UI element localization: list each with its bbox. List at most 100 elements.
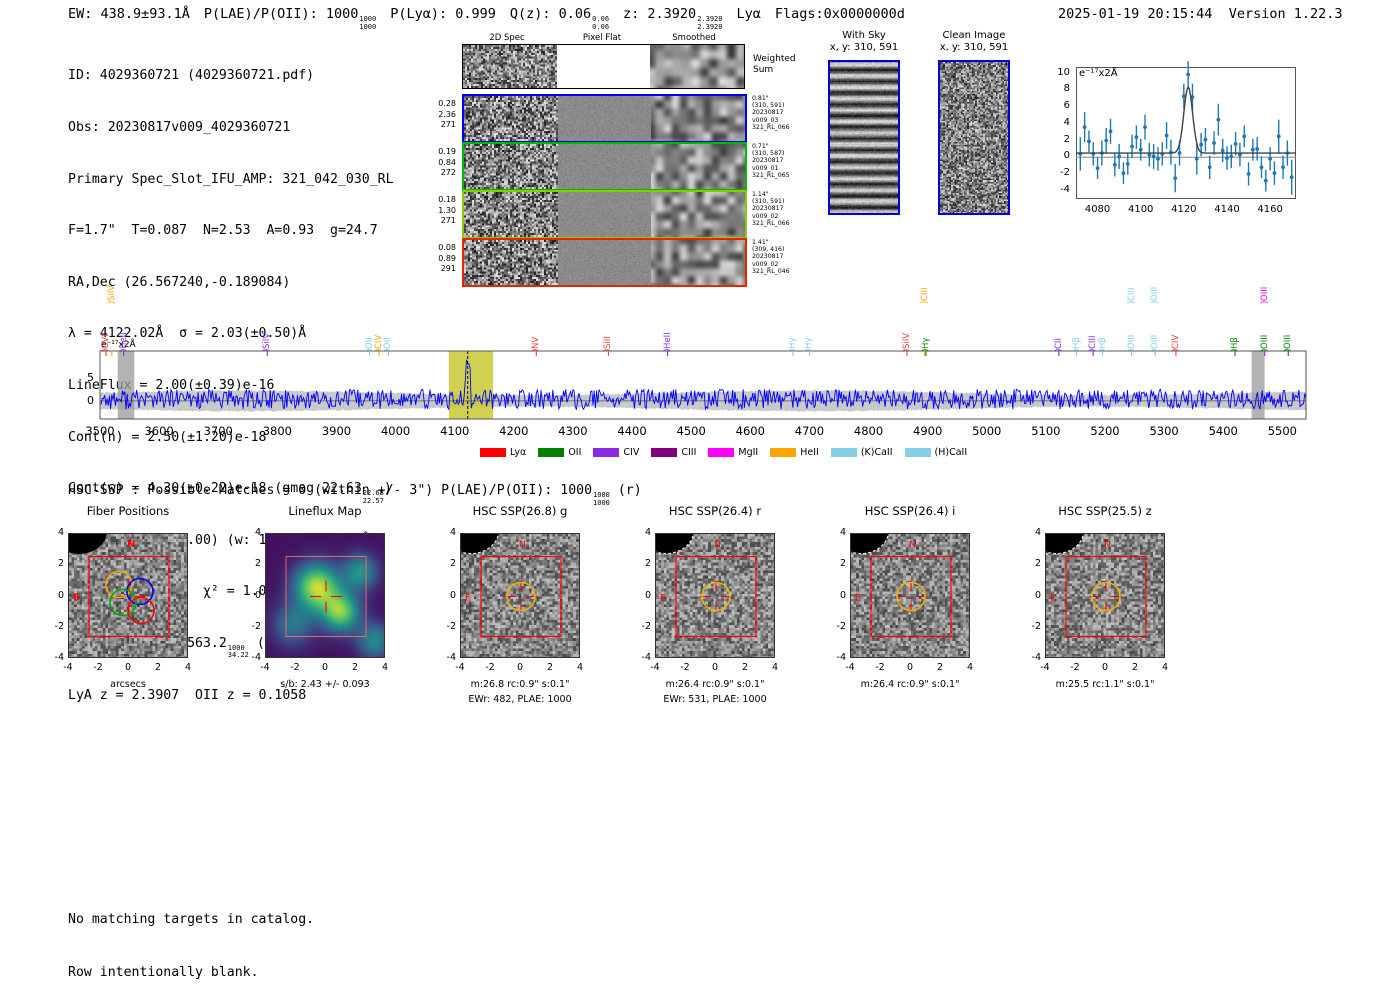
clean-image bbox=[938, 60, 1010, 215]
line-fit-ytick: 0 bbox=[1063, 150, 1070, 162]
svg-text:N: N bbox=[519, 540, 526, 550]
cutout-image-1[interactable] bbox=[265, 533, 385, 658]
hsc-ssp-heading: HSC-SSP : Possible Matches = 0 (within +… bbox=[68, 483, 642, 507]
cutout-xtick: 4 bbox=[1161, 662, 1169, 673]
legend-label: MgII bbox=[738, 447, 759, 458]
info-cont-w: Cont(w) = 4.30(±0.22)e-18 (gmag 22.63 22.… bbox=[68, 481, 392, 505]
legend-swatch bbox=[904, 448, 931, 457]
legend-swatch bbox=[651, 448, 678, 457]
cutout-ytick: -2 bbox=[836, 620, 846, 632]
legend-label: (K)CaII bbox=[860, 447, 893, 458]
weighted-sum-smoothed bbox=[650, 45, 744, 88]
cutout-title-clean-image: Clean Image x, y: 310, 591 bbox=[908, 30, 1040, 54]
line-fit-plot-area bbox=[1076, 67, 1296, 199]
spectrum-line-marker-paren-26: ) bbox=[1259, 300, 1270, 304]
cutout-ytick: 0 bbox=[644, 589, 651, 601]
cutout-ytick: 0 bbox=[254, 589, 261, 601]
spectrum-line-marker-paren-9: ) bbox=[662, 348, 673, 352]
legend-entry-mgii: MgII bbox=[708, 447, 758, 458]
legend-entry-civ: CIV bbox=[593, 447, 639, 458]
spectrum-line-marker-paren-3: ) bbox=[262, 348, 273, 352]
line-fit-ytick: 8 bbox=[1063, 83, 1070, 95]
cutout-ytick: -4 bbox=[1031, 652, 1041, 663]
header-qz: Q(z): 0.06 0.06 0.06 bbox=[509, 6, 610, 31]
cutout-xtick: -2 bbox=[290, 662, 300, 673]
legend-entry-oii: OII bbox=[538, 447, 581, 458]
cutout-row: Fiber Positions N E 4 2 0 -2 -4 -4 -2 0 2 4 arcsecs Li… bbox=[0, 505, 1400, 745]
cutout-caption-primary-0: arcsecs bbox=[110, 679, 146, 690]
spectrum-xtick: 3900 bbox=[321, 424, 352, 438]
line-fit-xtick: 4100 bbox=[1127, 204, 1154, 215]
cutout-ytick: -4 bbox=[641, 652, 651, 663]
cutout-ytick: -2 bbox=[54, 620, 64, 632]
spectrum-xtick: 5000 bbox=[972, 424, 1002, 438]
cutout-coords-text: x, y: 310, 591 bbox=[829, 42, 899, 53]
legend-label: CIV bbox=[623, 447, 640, 458]
spectrum-ytick: 0 bbox=[87, 393, 94, 407]
pixel-flat-image-2 bbox=[558, 192, 651, 237]
cutout-xtick: 0 bbox=[906, 662, 914, 673]
header-version: Version 1.22.3 bbox=[1228, 6, 1343, 22]
info-primary-spec-slot: Primary Spec_Slot_IFU_AMP: 321_042_030_R… bbox=[68, 171, 394, 187]
spec2d-row-0 bbox=[462, 94, 747, 143]
cutout-ytick: 2 bbox=[254, 558, 261, 570]
cutout-ytick: 2 bbox=[449, 558, 456, 570]
cutout-xtick: -4 bbox=[845, 662, 855, 673]
cutout-xtick: 2 bbox=[741, 662, 749, 673]
line-fit-xtick: 4120 bbox=[1171, 204, 1197, 215]
spectrum-line-marker-paren-15: ) bbox=[1053, 348, 1064, 352]
spectrum-line-marker-paren-11: ) bbox=[804, 348, 815, 352]
header-qz-fraction: 0.06 0.06 bbox=[592, 15, 610, 31]
aperture-circle bbox=[1091, 581, 1121, 612]
spectrum-xtick: 5100 bbox=[1031, 424, 1061, 438]
spectrum-xtick: 3600 bbox=[144, 424, 174, 438]
cutout-caption-primary-5: m:25.5 rc:1.1" s:0.1" bbox=[1055, 679, 1155, 690]
cutout-title-1: Lineflux Map bbox=[288, 504, 362, 518]
cutout-xtick: 2 bbox=[154, 662, 162, 673]
cutout-ytick: -4 bbox=[54, 652, 64, 663]
fiber-circle-3 bbox=[127, 596, 155, 625]
spectrum-line-marker-paren-24: ) bbox=[1230, 348, 1241, 352]
with-sky-image bbox=[828, 60, 900, 215]
spectrum-xtick: 3800 bbox=[262, 424, 292, 438]
cutout-title-2: HSC SSP(26.8) g bbox=[472, 504, 568, 518]
smoothed-image-2 bbox=[651, 192, 745, 237]
cutout-xtick: 0 bbox=[516, 662, 524, 673]
aperture-circle bbox=[506, 581, 536, 612]
cutout-xtick: 4 bbox=[576, 662, 584, 673]
footer-note: No matching targets in catalog. Row inte… bbox=[68, 876, 314, 999]
spectrum-xtick: 5200 bbox=[1090, 424, 1120, 438]
svg-text:E: E bbox=[465, 594, 471, 604]
cutout-xtick: -2 bbox=[1070, 662, 1080, 673]
spectrum-line-marker-paren-7: ) bbox=[531, 348, 542, 352]
spec2d-image-0 bbox=[464, 96, 558, 141]
svg-text:N: N bbox=[127, 539, 135, 550]
info-cont-n: Cont(n) = 2.50(±1.20)e-18 bbox=[68, 429, 267, 445]
cutout-overlay-5: NE bbox=[1050, 540, 1147, 638]
cutout-xtick: -2 bbox=[875, 662, 885, 673]
cutout-caption-primary-2: m:26.8 rc:0.9" s:0.1" bbox=[470, 679, 570, 690]
spectrum-xtick: 4100 bbox=[440, 424, 470, 438]
spec2d-row-2 bbox=[462, 190, 747, 239]
smoothed-image-0 bbox=[651, 96, 745, 141]
cutout-xtick: 0 bbox=[711, 662, 719, 673]
line-fit-xtick: 4140 bbox=[1214, 204, 1240, 215]
spectrum-line-marker-paren-22: ) bbox=[1150, 300, 1161, 304]
footer-line-1: No matching targets in catalog. bbox=[68, 912, 315, 927]
cutout-xtick: -4 bbox=[260, 662, 270, 673]
fiber-circle-2 bbox=[109, 588, 137, 617]
spectrum-xtick: 4500 bbox=[676, 424, 706, 438]
svg-text:E: E bbox=[660, 594, 666, 604]
spec2d-image-1 bbox=[464, 144, 558, 189]
svg-text:E: E bbox=[73, 593, 80, 604]
legend-entry-hcaii: (H)CaII bbox=[904, 447, 967, 458]
info-id: ID: 4029360721 (4029360721.pdf) bbox=[68, 68, 315, 84]
cutout-xtick: -2 bbox=[93, 662, 103, 673]
spec2d-row-meta-1: 0.71" (310, 587) 20230817 v009_01 321_RL_065 bbox=[752, 143, 790, 179]
cutout-xtick: -4 bbox=[455, 662, 465, 673]
